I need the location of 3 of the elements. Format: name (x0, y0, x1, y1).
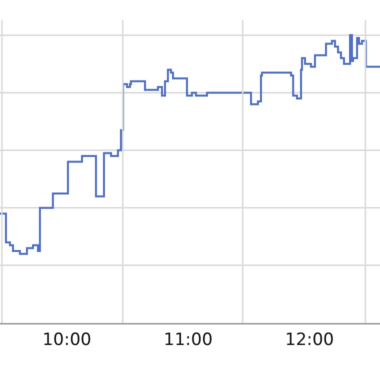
x-tick-label: 10:00 (42, 330, 92, 350)
x-tick-label: 11:00 (164, 330, 213, 350)
x-tick-label: 12:00 (285, 330, 334, 350)
